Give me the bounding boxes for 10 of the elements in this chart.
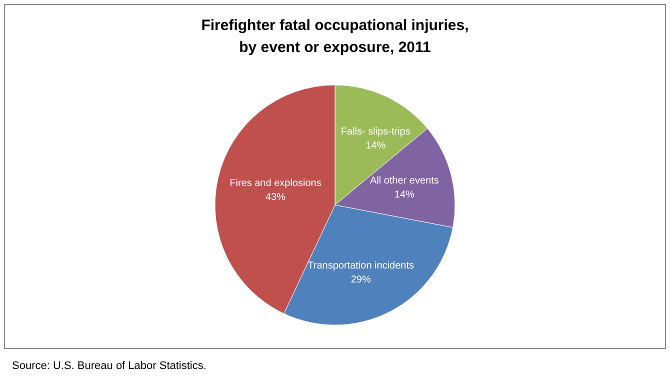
slice-label: Transportation incidents — [308, 260, 414, 272]
data-label: 43% — [265, 192, 286, 203]
data-label: 29% — [350, 274, 371, 286]
slice-label: Fires and explosions — [230, 178, 322, 189]
chart-title: Firefighter fatal occupational injuries, by event or exposure, 2011 — [201, 17, 469, 56]
slice-label: Falls- slips-trips — [340, 126, 410, 138]
slice-label: All other events — [370, 175, 439, 186]
data-label: 14% — [366, 140, 386, 152]
source-note: Source: U.S. Bureau of Labor Statistics. — [12, 360, 206, 372]
data-label: 14% — [394, 189, 415, 200]
